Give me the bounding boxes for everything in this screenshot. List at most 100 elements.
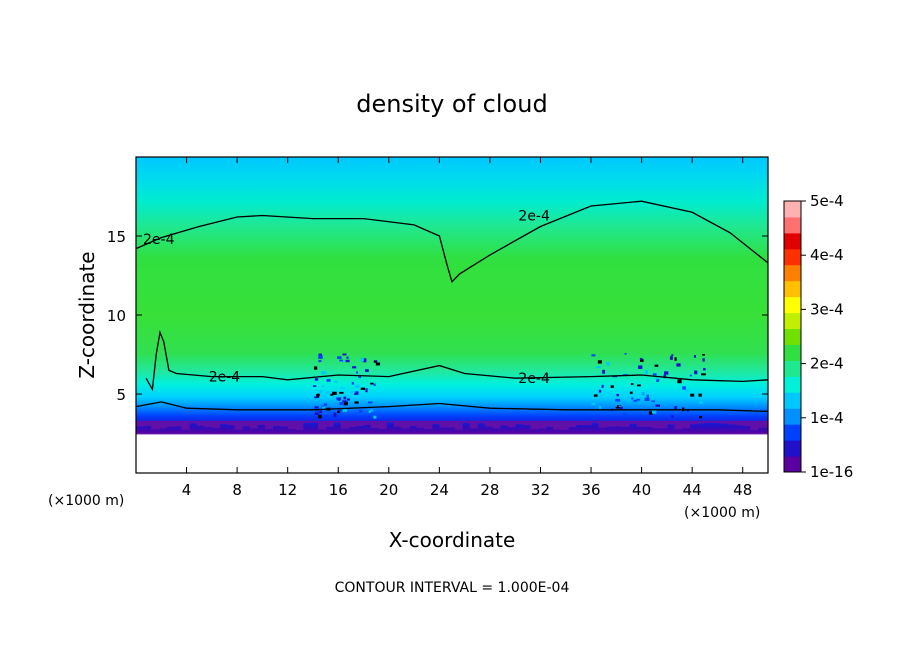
noise-cell bbox=[338, 398, 341, 401]
noise-cell bbox=[373, 360, 377, 363]
noise-cell bbox=[322, 384, 325, 388]
cloud-base-cell bbox=[318, 420, 327, 430]
noise-cell bbox=[337, 356, 342, 359]
cloud-base-cell bbox=[302, 420, 311, 423]
noise-cell bbox=[369, 409, 374, 412]
noise-cell bbox=[644, 397, 650, 402]
cloud-base-cell bbox=[537, 420, 547, 429]
field-background bbox=[136, 157, 768, 473]
noise-cell bbox=[368, 410, 371, 413]
x-tick-label: 40 bbox=[632, 481, 651, 499]
noise-cell bbox=[370, 382, 374, 385]
cloud-base-cell bbox=[644, 420, 653, 427]
noise-cell bbox=[636, 384, 641, 387]
noise-cell bbox=[638, 365, 643, 369]
colorbar-label: 1e-16 bbox=[810, 463, 853, 481]
noise-cell bbox=[686, 410, 690, 412]
colorbar-band bbox=[784, 248, 801, 266]
noise-cell bbox=[345, 359, 350, 363]
noise-cell bbox=[641, 392, 644, 395]
colorbar-label: 4e-4 bbox=[810, 246, 844, 264]
colorbar-bands bbox=[784, 201, 801, 473]
colorbar-band bbox=[784, 456, 801, 473]
cloud-base-cell bbox=[560, 420, 569, 430]
noise-cell bbox=[346, 356, 349, 359]
noise-cell bbox=[373, 383, 376, 387]
cloud-base-cell bbox=[204, 420, 213, 428]
cloud-base-cell bbox=[348, 420, 357, 428]
noise-cell bbox=[655, 377, 658, 380]
noise-cell bbox=[601, 384, 604, 388]
noise-cell bbox=[671, 415, 674, 418]
y-tick-label: 15 bbox=[107, 228, 126, 246]
noise-cell bbox=[616, 393, 620, 397]
cloud-base-cell bbox=[166, 420, 175, 427]
x-tick-label: 8 bbox=[232, 481, 242, 499]
noise-cell bbox=[664, 371, 669, 375]
noise-cell bbox=[333, 412, 337, 416]
noise-cell bbox=[322, 406, 326, 409]
contour-line bbox=[136, 200, 768, 284]
noise-cell bbox=[321, 371, 327, 375]
noise-cell bbox=[365, 369, 369, 372]
cloud-base-cell bbox=[689, 420, 698, 425]
cloud-base-cell bbox=[750, 420, 759, 431]
noise-cell bbox=[351, 381, 354, 385]
noise-cell bbox=[323, 403, 328, 406]
cloud-base-cell bbox=[424, 420, 433, 430]
contour-label: 2e-4 bbox=[518, 208, 550, 224]
cloud-base-cell bbox=[227, 420, 236, 426]
noise-cell bbox=[630, 397, 634, 400]
noise-cell bbox=[318, 359, 322, 363]
noise-cell bbox=[597, 360, 602, 364]
cloud-base-cell bbox=[651, 420, 660, 429]
noise-cell bbox=[682, 386, 686, 390]
noise-cell bbox=[694, 370, 698, 375]
noise-cell bbox=[652, 373, 657, 376]
noise-cell bbox=[342, 353, 347, 356]
cloud-base-cell bbox=[462, 420, 471, 424]
noise-cell bbox=[676, 363, 681, 367]
noise-cell bbox=[622, 413, 628, 416]
chart-title: density of cloud bbox=[356, 90, 547, 118]
noise-cell bbox=[636, 399, 641, 401]
noise-cell bbox=[373, 415, 377, 419]
noise-cell bbox=[674, 357, 677, 361]
contour-interval-note: CONTOUR INTERVAL = 1.000E-04 bbox=[335, 580, 570, 596]
cloud-base-cell bbox=[742, 420, 751, 426]
colorbar-band bbox=[784, 424, 801, 441]
noise-cell bbox=[703, 368, 706, 371]
x-tick-label: 44 bbox=[683, 481, 702, 499]
noise-cell bbox=[649, 411, 653, 415]
cloud-base-cell bbox=[363, 420, 372, 426]
noise-cell bbox=[702, 358, 705, 362]
noise-cell bbox=[362, 358, 367, 363]
noise-cell bbox=[645, 370, 648, 375]
noise-cell bbox=[618, 405, 622, 408]
noise-cell bbox=[350, 391, 356, 394]
x-unit-left: (×1000 m) bbox=[48, 493, 124, 509]
noise-cell bbox=[337, 410, 340, 414]
field-upper-dip bbox=[398, 157, 638, 208]
cloud-base-cell bbox=[287, 420, 296, 429]
cloud-base-cell bbox=[143, 420, 152, 426]
colorbar-band bbox=[784, 328, 801, 345]
noise-cell bbox=[610, 385, 614, 388]
cloud-base-cell bbox=[621, 420, 630, 427]
cloud-base-cell bbox=[272, 420, 281, 426]
cloud-base-cell bbox=[757, 420, 766, 428]
colorbar-band bbox=[784, 376, 801, 393]
noise-cell bbox=[314, 396, 319, 399]
noise-cell bbox=[342, 400, 347, 403]
noise-cell bbox=[699, 416, 703, 419]
colorbar-band bbox=[784, 201, 801, 218]
plot-area: 2e-4 2e-4 2e-4 2e-4 bbox=[136, 157, 768, 473]
cloud-base-cell bbox=[636, 420, 645, 427]
contour-label: 2e-4 bbox=[518, 371, 550, 387]
cloud-base-cell bbox=[613, 420, 622, 427]
noise-cell bbox=[629, 391, 633, 394]
noise-cell bbox=[367, 401, 373, 404]
noise-cell bbox=[624, 353, 627, 355]
noise-cell bbox=[354, 391, 359, 395]
